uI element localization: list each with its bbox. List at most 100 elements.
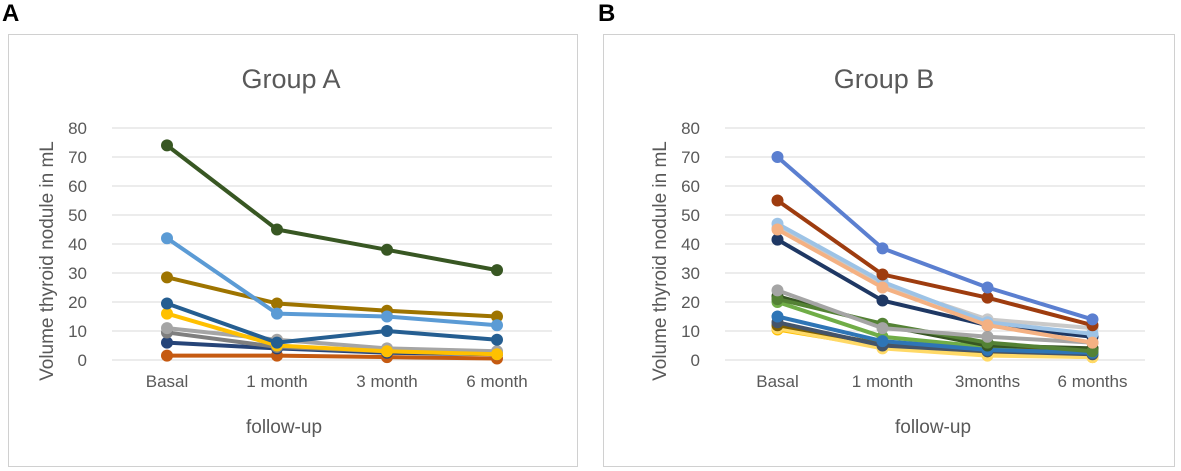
data-point bbox=[161, 322, 173, 335]
series-line bbox=[775, 221, 1095, 336]
data-point bbox=[491, 319, 503, 332]
data-point bbox=[161, 297, 173, 310]
x-tick-label: 3 month bbox=[356, 372, 417, 391]
y-tick-label: 80 bbox=[68, 119, 87, 138]
data-point bbox=[381, 243, 393, 256]
y-tick-label: 70 bbox=[681, 148, 700, 167]
data-point bbox=[161, 307, 173, 320]
data-point bbox=[161, 349, 173, 362]
data-point bbox=[161, 271, 173, 284]
series-line bbox=[775, 237, 1095, 339]
data-point bbox=[161, 139, 173, 152]
series-line bbox=[775, 326, 1095, 360]
series-series-3 bbox=[771, 223, 1099, 349]
data-point bbox=[981, 281, 994, 294]
series-series-1 bbox=[161, 139, 503, 277]
data-point bbox=[981, 319, 994, 332]
data-point bbox=[771, 151, 784, 163]
series-line bbox=[165, 301, 499, 345]
series-series-4 bbox=[161, 297, 503, 349]
data-point bbox=[771, 310, 784, 323]
series-line bbox=[165, 275, 499, 319]
data-point bbox=[491, 348, 503, 361]
chart-title: Group B bbox=[834, 64, 935, 94]
y-tick-label: 50 bbox=[68, 206, 87, 225]
chart-group-a-svg: Group A follow-up Volume thyroid nodule … bbox=[37, 64, 552, 438]
x-tick-label: Basal bbox=[146, 372, 189, 391]
y-tick-label: 60 bbox=[681, 177, 700, 196]
data-point bbox=[1086, 345, 1099, 358]
y-tick-label: 20 bbox=[681, 293, 700, 312]
y-tick-label: 0 bbox=[78, 351, 87, 370]
data-point bbox=[161, 232, 173, 245]
series-series-2 bbox=[161, 232, 503, 332]
data-point bbox=[771, 194, 784, 207]
x-axis-label: follow-up bbox=[895, 417, 971, 438]
chart-group-a: Group A follow-up Volume thyroid nodule … bbox=[8, 34, 578, 467]
data-point bbox=[271, 307, 283, 320]
x-tick-label: 3months bbox=[955, 372, 1020, 391]
series-line bbox=[775, 288, 1095, 345]
data-point bbox=[771, 223, 784, 236]
data-point bbox=[876, 268, 889, 281]
x-tick-label: 6 month bbox=[466, 372, 527, 391]
y-tick-label: 60 bbox=[68, 177, 87, 196]
chart-group-b: Group B follow-up Volume thyroid nodule … bbox=[603, 34, 1175, 467]
data-point bbox=[491, 310, 503, 323]
data-point bbox=[981, 291, 994, 304]
data-point bbox=[876, 242, 889, 255]
y-tick-label: 0 bbox=[691, 351, 700, 370]
series-line bbox=[165, 143, 499, 273]
series-series-1 bbox=[771, 151, 1099, 326]
series-line bbox=[775, 314, 1095, 355]
y-tick-label: 10 bbox=[681, 322, 700, 341]
series-series-2 bbox=[771, 194, 1099, 332]
data-point bbox=[1086, 336, 1099, 349]
data-point bbox=[271, 336, 283, 349]
series-line bbox=[775, 198, 1095, 328]
data-point bbox=[161, 336, 173, 349]
series-line bbox=[775, 227, 1095, 345]
x-tick-label: 1 month bbox=[852, 372, 913, 391]
data-point bbox=[381, 325, 393, 337]
series-line bbox=[775, 155, 1095, 322]
data-point bbox=[271, 223, 283, 236]
data-point bbox=[771, 293, 784, 306]
data-point bbox=[381, 310, 393, 323]
data-point bbox=[876, 335, 889, 348]
data-point bbox=[491, 333, 503, 346]
data-point bbox=[981, 330, 994, 343]
data-point bbox=[381, 345, 393, 358]
chart-group-b-svg: Group B follow-up Volume thyroid nodule … bbox=[650, 64, 1145, 438]
series-line bbox=[165, 326, 499, 354]
x-tick-label: 6 months bbox=[1058, 372, 1128, 391]
x-tick-label: Basal bbox=[756, 372, 799, 391]
y-tick-label: 70 bbox=[68, 148, 87, 167]
series-line bbox=[165, 236, 499, 328]
y-tick-label: 80 bbox=[681, 119, 700, 138]
series-line bbox=[165, 311, 499, 357]
data-point bbox=[876, 294, 889, 307]
y-axis-label: Volume thyroid nodule in mL bbox=[650, 141, 671, 381]
data-point bbox=[876, 281, 889, 294]
panel-label-b: B bbox=[598, 0, 616, 27]
series-series-5 bbox=[161, 307, 503, 361]
y-tick-label: 30 bbox=[681, 264, 700, 283]
y-tick-label: 30 bbox=[68, 264, 87, 283]
series-line bbox=[165, 353, 499, 361]
x-axis-label: follow-up bbox=[246, 417, 322, 438]
x-tick-label: 1 month bbox=[246, 372, 307, 391]
data-point bbox=[771, 233, 784, 246]
y-tick-label: 50 bbox=[681, 206, 700, 225]
y-tick-label: 20 bbox=[68, 293, 87, 312]
data-point bbox=[491, 264, 503, 277]
y-tick-label: 40 bbox=[681, 235, 700, 254]
y-tick-label: 40 bbox=[68, 235, 87, 254]
data-point bbox=[1086, 327, 1099, 340]
panel-label-a: A bbox=[2, 0, 20, 27]
series-series-4 bbox=[771, 217, 1099, 340]
data-point bbox=[271, 297, 283, 310]
chart-title: Group A bbox=[241, 64, 340, 94]
data-point bbox=[1086, 313, 1099, 326]
y-axis-label: Volume thyroid nodule in mL bbox=[37, 141, 58, 381]
